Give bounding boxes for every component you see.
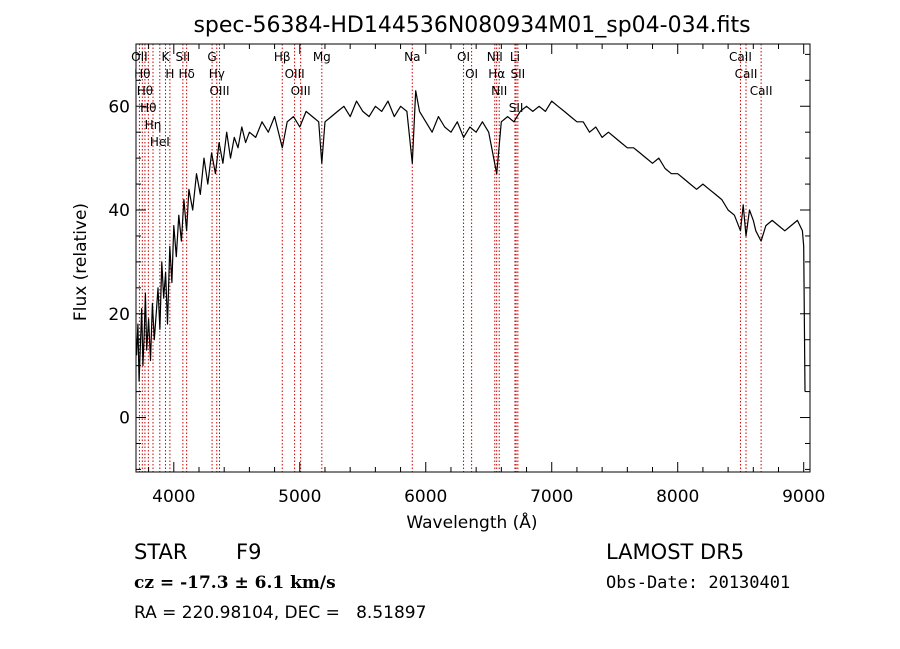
line-label-oi: OI	[465, 67, 478, 81]
line-label-oiii: OIII	[291, 84, 311, 98]
line-label-caii: CaII	[750, 84, 773, 98]
spectrum-series-1	[136, 90, 806, 392]
x-axis-label: Wavelength (Å)	[406, 511, 537, 533]
line-label-hθ: Hθ	[140, 101, 156, 115]
axes: 4000 5000 6000 7000 8000 9000 0 20 40 60	[108, 43, 825, 507]
x-tick-label: 4000	[152, 487, 195, 507]
y-axis-label: Flux (relative)	[71, 203, 91, 321]
series-layer	[136, 90, 806, 392]
y-tick-label: 60	[108, 97, 130, 117]
line-label-mg: Mg	[313, 50, 331, 64]
line-label-oi: OI	[457, 50, 470, 64]
observation-date: Obs-Date: 20130401	[606, 573, 791, 593]
line-label-hη: Hη	[145, 118, 162, 132]
y-tick-label: 40	[108, 201, 130, 221]
line-label-nii: NII	[487, 50, 503, 64]
redshift-text: cz = -17.3 ± 6.1 km/s	[134, 573, 336, 593]
line-label-hβ: Hβ	[274, 50, 291, 64]
x-tick-label: 8000	[656, 487, 699, 507]
line-label-caii: CaII	[735, 67, 758, 81]
line-label-sii: SII	[176, 50, 191, 64]
y-tick-label: 0	[119, 409, 130, 429]
coordinates-text: RA = 220.98104, DEC = 8.51897	[134, 603, 427, 623]
line-label-g: G	[207, 50, 216, 64]
line-label-hδ: Hδ	[178, 67, 194, 81]
line-label-hγ: Hγ	[209, 67, 225, 81]
x-tick-label: 7000	[530, 487, 573, 507]
line-label-na: Na	[404, 50, 420, 64]
line-label-k: K	[162, 50, 171, 64]
line-label-caii: CaII	[729, 50, 752, 64]
line-label-nii: NII	[491, 84, 507, 98]
line-label-oii: OII	[131, 50, 148, 64]
spectral-line-markers	[138, 44, 762, 472]
line-label-li: Li	[510, 50, 520, 64]
line-label-hei: HeI	[150, 135, 170, 149]
plot-frame	[135, 43, 811, 473]
object-subclass: F9	[236, 540, 262, 564]
x-tick-label: 9000	[782, 487, 825, 507]
line-label-sii: SII	[509, 101, 524, 115]
line-label-oiii: OIII	[209, 84, 229, 98]
object-class: STAR	[134, 540, 188, 564]
line-label-hθ: Hθ	[134, 67, 150, 81]
line-label-hθ: Hθ	[137, 84, 153, 98]
x-tick-label: 6000	[404, 487, 447, 507]
spectral-line-labels: OIIHθHθHθHηHeIKHSIIHδGHγOIIIHβOIIIOIIIMg…	[131, 50, 772, 149]
x-tick-label: 5000	[278, 487, 321, 507]
line-label-h: H	[165, 67, 174, 81]
line-label-sii: SII	[510, 67, 525, 81]
survey-name: LAMOST DR5	[606, 540, 745, 564]
line-label-oiii: OIII	[285, 67, 305, 81]
line-label-hα: Hα	[488, 67, 505, 81]
chart-title: spec-56384-HD144536N080934M01_sp04-034.f…	[193, 13, 750, 38]
y-tick-label: 20	[108, 305, 130, 325]
